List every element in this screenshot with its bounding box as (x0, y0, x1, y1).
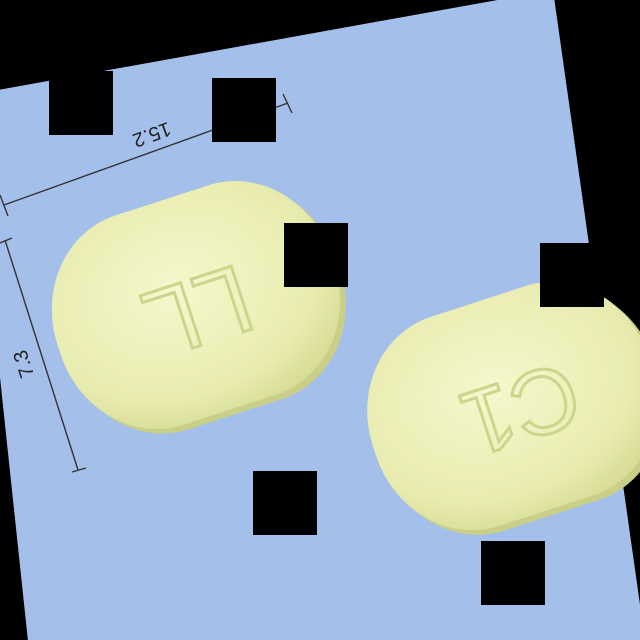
tablet-c1: C1 (367, 281, 640, 535)
width-dimension (0, 237, 87, 473)
occluder-square (253, 471, 317, 535)
occluder-square (212, 78, 276, 142)
tablet-ll: LL (51, 181, 346, 434)
occluder-square (481, 541, 545, 605)
occluder-square (540, 243, 604, 307)
occluder-square (49, 71, 113, 135)
occluder-square (284, 223, 348, 287)
